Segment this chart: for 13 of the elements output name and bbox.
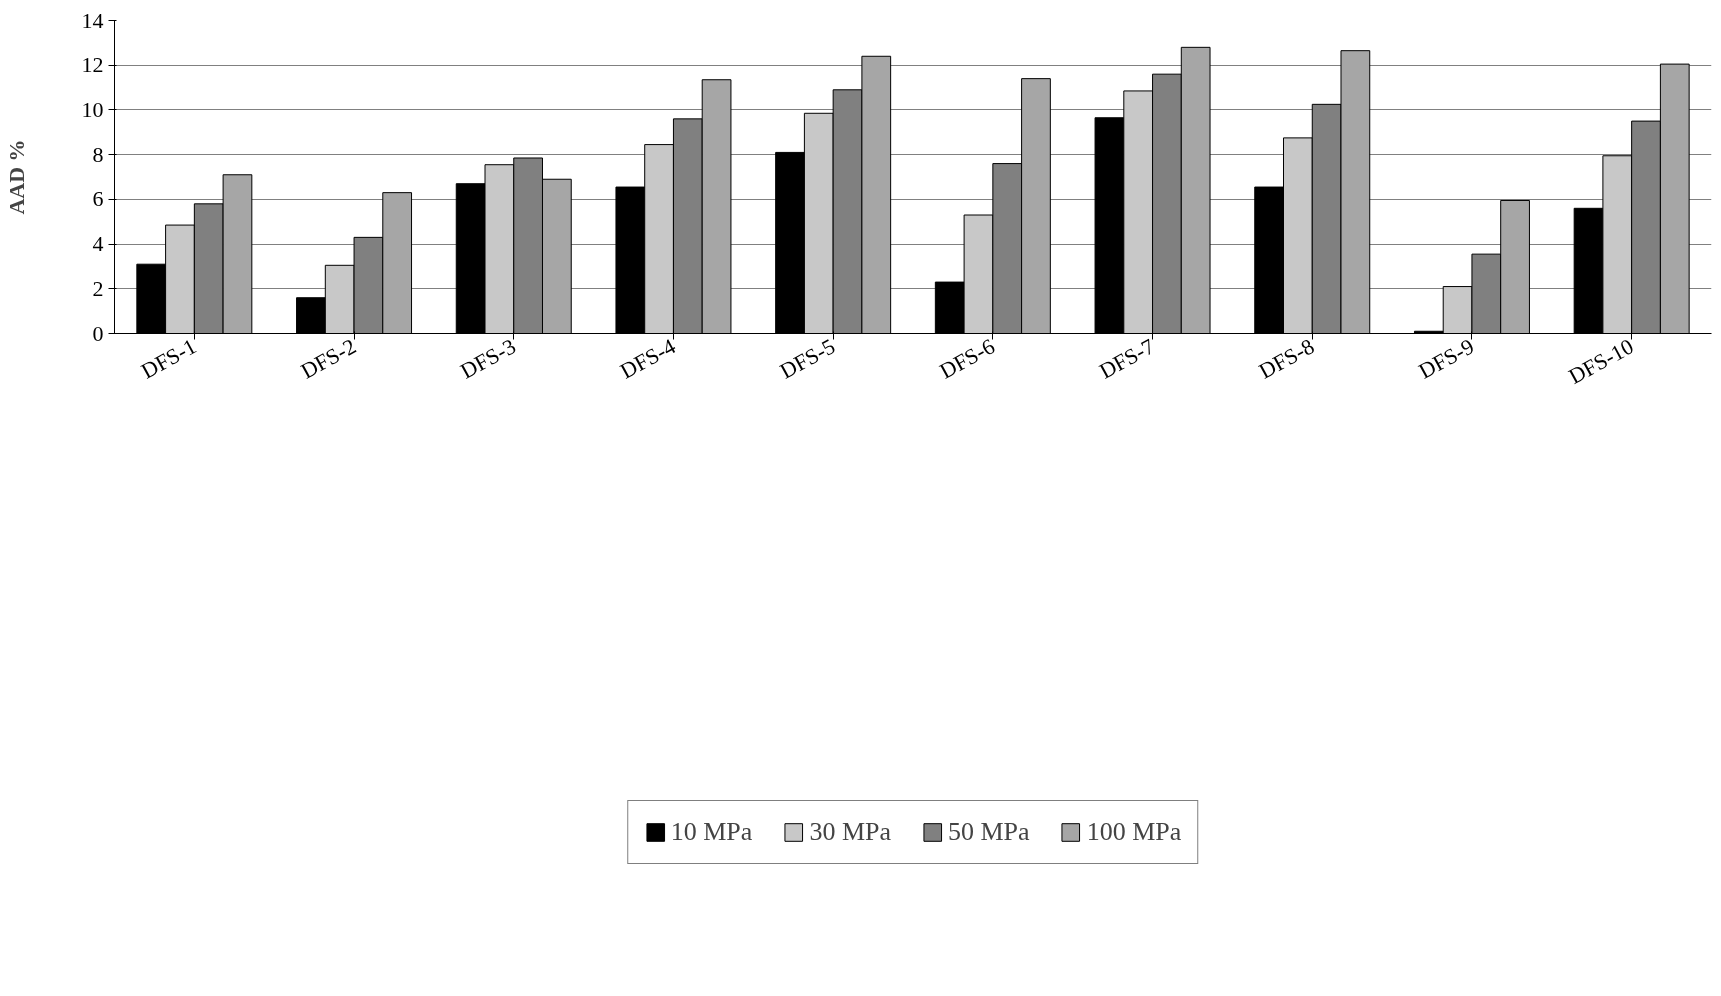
y-tick-label: 10: [81, 96, 104, 122]
y-axis-title: AAD %: [3, 139, 29, 215]
legend-label: 50 MPa: [948, 816, 1030, 847]
legend-label: 100 MPa: [1086, 816, 1182, 847]
y-tick-label: 14: [81, 7, 104, 33]
y-tick-label: 12: [81, 52, 104, 78]
y-tick-label: 0: [92, 320, 104, 346]
legend-label: 10 MPa: [670, 816, 753, 847]
y-tick-label: 6: [92, 186, 104, 212]
y-tick-label: 2: [92, 275, 104, 301]
legend-label: 30 MPa: [809, 816, 891, 847]
y-tick-label: 4: [92, 231, 104, 257]
y-tick-label: 8: [92, 141, 104, 167]
